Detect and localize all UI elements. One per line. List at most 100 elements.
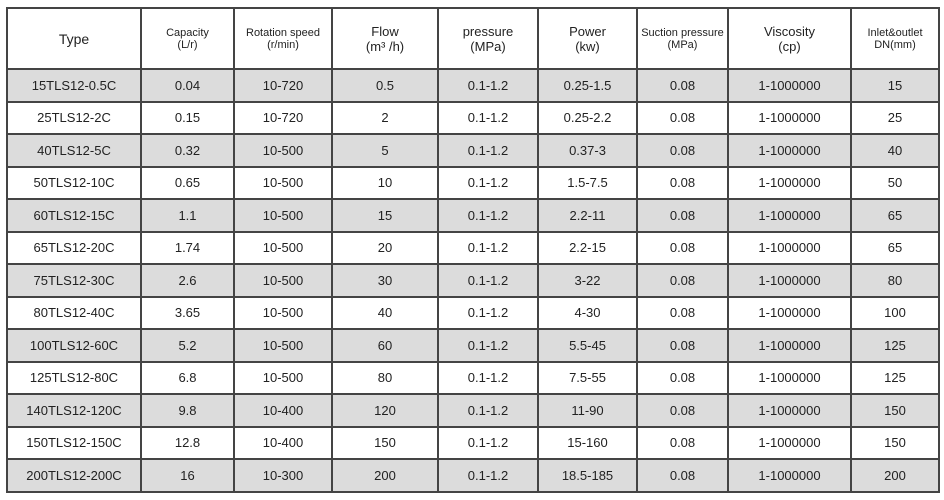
cell-flow: 5	[331, 133, 439, 168]
header-row: Type Capacity (L/r) Rotation speed (r/min) Fl…	[6, 7, 940, 70]
cell-type: 25TLS12-2C	[6, 100, 142, 135]
header-label: Suction pressure	[641, 26, 724, 39]
cell-capacity: 1.1	[140, 198, 235, 233]
table-row: 40TLS12-5C 0.32 10-500 5 0.1-1.2 0.37-3 0.08 1-…	[6, 133, 940, 168]
cell-rotation-speed: 10-500	[233, 230, 333, 265]
cell-viscosity: 1-1000000	[727, 230, 852, 265]
header-unit: DN(mm)	[874, 38, 916, 51]
header-type: Type	[6, 7, 142, 70]
cell-power: 1.5-7.5	[537, 165, 638, 200]
header-capacity: Capacity (L/r)	[140, 7, 235, 70]
cell-type: 140TLS12-120C	[6, 393, 142, 428]
cell-viscosity: 1-1000000	[727, 198, 852, 233]
cell-flow: 150	[331, 425, 439, 460]
cell-suction-pressure: 0.08	[636, 133, 729, 168]
header-unit: (cp)	[778, 38, 801, 54]
cell-suction-pressure: 0.08	[636, 393, 729, 428]
pump-spec-table: Type Capacity (L/r) Rotation speed (r/min) Fl…	[6, 7, 940, 493]
cell-inlet-outlet: 65	[850, 198, 940, 233]
cell-type: 75TLS12-30C	[6, 263, 142, 298]
cell-inlet-outlet: 40	[850, 133, 940, 168]
cell-viscosity: 1-1000000	[727, 100, 852, 135]
table-row: 140TLS12-120C 9.8 10-400 120 0.1-1.2 11-90 0.0…	[6, 393, 940, 428]
cell-viscosity: 1-1000000	[727, 360, 852, 395]
cell-inlet-outlet: 100	[850, 295, 940, 330]
cell-viscosity: 1-1000000	[727, 328, 852, 363]
cell-type: 65TLS12-20C	[6, 230, 142, 265]
table-row: 60TLS12-15C 1.1 10-500 15 0.1-1.2 2.2-11 0.08 1…	[6, 198, 940, 233]
cell-type: 40TLS12-5C	[6, 133, 142, 168]
cell-viscosity: 1-1000000	[727, 133, 852, 168]
cell-power: 4-30	[537, 295, 638, 330]
header-unit: (r/min)	[267, 38, 299, 51]
header-pressure: pressure (MPa)	[437, 7, 539, 70]
cell-capacity: 0.04	[140, 68, 235, 103]
table-row: 25TLS12-2C 0.15 10-720 2 0.1-1.2 0.25-2.2 0.08…	[6, 100, 940, 135]
cell-capacity: 16	[140, 458, 235, 493]
cell-viscosity: 1-1000000	[727, 68, 852, 103]
header-label: Capacity	[166, 26, 209, 39]
table-row: 65TLS12-20C 1.74 10-500 20 0.1-1.2 2.2-15 0.08…	[6, 230, 940, 265]
cell-rotation-speed: 10-400	[233, 425, 333, 460]
cell-type: 80TLS12-40C	[6, 295, 142, 330]
cell-pressure: 0.1-1.2	[437, 295, 539, 330]
cell-power: 0.37-3	[537, 133, 638, 168]
cell-capacity: 3.65	[140, 295, 235, 330]
cell-suction-pressure: 0.08	[636, 360, 729, 395]
cell-suction-pressure: 0.08	[636, 100, 729, 135]
cell-inlet-outlet: 80	[850, 263, 940, 298]
cell-viscosity: 1-1000000	[727, 165, 852, 200]
cell-inlet-outlet: 125	[850, 360, 940, 395]
cell-power: 7.5-55	[537, 360, 638, 395]
cell-rotation-speed: 10-720	[233, 68, 333, 103]
header-label: Power	[569, 23, 606, 39]
cell-suction-pressure: 0.08	[636, 295, 729, 330]
cell-capacity: 0.32	[140, 133, 235, 168]
header-inlet-outlet: Inlet&outlet DN(mm)	[850, 7, 940, 70]
cell-viscosity: 1-1000000	[727, 295, 852, 330]
cell-power: 2.2-11	[537, 198, 638, 233]
cell-flow: 30	[331, 263, 439, 298]
cell-power: 18.5-185	[537, 458, 638, 493]
header-label: Inlet&outlet	[867, 26, 923, 39]
cell-rotation-speed: 10-500	[233, 263, 333, 298]
cell-flow: 20	[331, 230, 439, 265]
table-row: 50TLS12-10C 0.65 10-500 10 0.1-1.2 1.5-7.5 0.0…	[6, 165, 940, 200]
header-suction-pressure: Suction pressure (MPa)	[636, 7, 729, 70]
cell-power: 3-22	[537, 263, 638, 298]
cell-inlet-outlet: 50	[850, 165, 940, 200]
table-row: 75TLS12-30C 2.6 10-500 30 0.1-1.2 3-22 0.08 1-1…	[6, 263, 940, 298]
cell-pressure: 0.1-1.2	[437, 198, 539, 233]
cell-pressure: 0.1-1.2	[437, 360, 539, 395]
cell-capacity: 6.8	[140, 360, 235, 395]
header-unit: (L/r)	[177, 38, 198, 51]
cell-inlet-outlet: 15	[850, 68, 940, 103]
cell-rotation-speed: 10-400	[233, 393, 333, 428]
cell-capacity: 0.15	[140, 100, 235, 135]
cell-rotation-speed: 10-500	[233, 198, 333, 233]
cell-capacity: 12.8	[140, 425, 235, 460]
cell-inlet-outlet: 25	[850, 100, 940, 135]
cell-flow: 60	[331, 328, 439, 363]
cell-suction-pressure: 0.08	[636, 425, 729, 460]
cell-inlet-outlet: 125	[850, 328, 940, 363]
cell-pressure: 0.1-1.2	[437, 263, 539, 298]
cell-pressure: 0.1-1.2	[437, 393, 539, 428]
header-unit: (MPa)	[667, 38, 698, 51]
cell-flow: 200	[331, 458, 439, 493]
cell-flow: 15	[331, 198, 439, 233]
cell-pressure: 0.1-1.2	[437, 68, 539, 103]
cell-type: 125TLS12-80C	[6, 360, 142, 395]
cell-power: 2.2-15	[537, 230, 638, 265]
cell-pressure: 0.1-1.2	[437, 133, 539, 168]
header-rotation-speed: Rotation speed (r/min)	[233, 7, 333, 70]
header-power: Power (kw)	[537, 7, 638, 70]
cell-type: 150TLS12-150C	[6, 425, 142, 460]
header-unit: (MPa)	[470, 38, 506, 54]
cell-power: 0.25-2.2	[537, 100, 638, 135]
cell-type: 50TLS12-10C	[6, 165, 142, 200]
cell-inlet-outlet: 150	[850, 393, 940, 428]
cell-flow: 120	[331, 393, 439, 428]
header-label: pressure	[462, 23, 514, 39]
cell-pressure: 0.1-1.2	[437, 328, 539, 363]
